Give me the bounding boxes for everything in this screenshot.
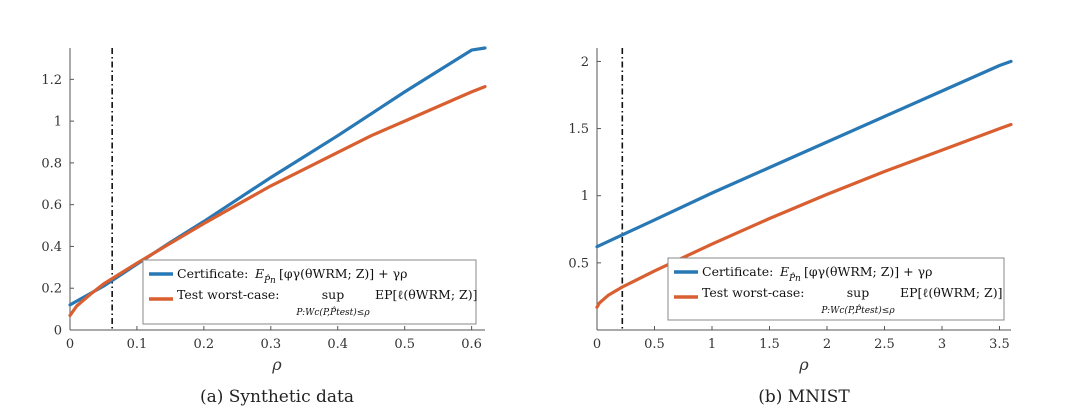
x-tick-label: 3 xyxy=(938,337,946,352)
legend-certificate-subscript: P̂n xyxy=(263,274,276,286)
legend: Certificate: E P̂n [φγ(θWRM; Z)] + γρ Test w… xyxy=(142,259,477,325)
legend-test-label: Test worst-case: xyxy=(702,285,805,300)
x-tick-label: 0.1 xyxy=(127,337,148,352)
legend-test-expression: EP[ℓ(θWRM; Z)] xyxy=(375,287,477,302)
legend-test-label: Test worst-case: xyxy=(177,287,280,302)
y-tick-label: 0.2 xyxy=(41,282,62,297)
panel-mnist: 0 0.5 1 1.5 2 2.5 3 3.5 0.5 1 1.5 2 Certificate: E P̂… xyxy=(568,48,1013,407)
x-tick-label: 0.5 xyxy=(644,337,665,352)
x-tick-label: 3.5 xyxy=(989,337,1010,352)
x-tick-label: 0.5 xyxy=(394,337,415,352)
x-tick-label: 2.5 xyxy=(874,337,895,352)
series-line-test-worst-case xyxy=(68,84,487,317)
x-tick-label: 2 xyxy=(823,337,831,352)
x-tick-label: 0 xyxy=(593,337,601,352)
legend-test-sup: sup xyxy=(322,287,344,302)
legend-certificate-label: Certificate: xyxy=(177,266,248,281)
legend-test-constraint: P:Wc(P,P̂test)≤ρ xyxy=(820,304,895,316)
x-axis-label: ρ xyxy=(271,355,282,374)
legend-certificate-expression: [φγ(θWRM; Z)] + γρ xyxy=(804,264,932,279)
caption: (a) Synthetic data xyxy=(200,387,354,407)
y-tick-label: 1 xyxy=(54,115,62,130)
y-tick-label: 1 xyxy=(581,189,589,204)
legend-test-expression: EP[ℓ(θWRM; Z)] xyxy=(900,285,1002,300)
y-tick-label: 0.4 xyxy=(41,240,62,255)
x-tick-label: 0.2 xyxy=(194,337,215,352)
y-tick-label: 0.6 xyxy=(41,198,62,213)
series-line-test-worst-case xyxy=(595,122,1013,309)
legend-certificate-label: Certificate: xyxy=(702,264,773,279)
x-tick-label: 0.4 xyxy=(327,337,348,352)
legend-test-constraint: P:Wc(P,P̂test)≤ρ xyxy=(295,306,370,318)
y-tick-label: 0.8 xyxy=(41,156,62,171)
x-axis-label: ρ xyxy=(798,355,809,374)
caption: (b) MNIST xyxy=(758,387,850,407)
x-tick-label: 1.5 xyxy=(759,337,780,352)
legend-certificate-subscript: P̂n xyxy=(788,272,801,284)
x-tick-label: 1 xyxy=(708,337,716,352)
panel-synthetic: 0 0.1 0.2 0.3 0.4 0.5 0.6 0 0.2 0.4 0.6 0.8 1 1.2 Cer… xyxy=(41,46,487,407)
legend-certificate-expression: [φγ(θWRM; Z)] + γρ xyxy=(279,266,407,281)
y-tick-label: 0.5 xyxy=(568,256,589,271)
legend-certificate-formula: E xyxy=(779,264,789,279)
legend-frame xyxy=(142,259,477,325)
y-tick-label: 0 xyxy=(54,324,62,339)
y-tick-label: 1.2 xyxy=(41,73,62,88)
y-tick-label: 2 xyxy=(581,55,589,70)
x-tick-label: 0 xyxy=(66,337,74,352)
legend-certificate-formula: E xyxy=(254,266,264,281)
legend: Certificate: E P̂n [φγ(θWRM; Z)] + γρ Test w… xyxy=(667,257,1005,321)
series-line-certificate xyxy=(595,59,1013,249)
x-tick-label: 0.3 xyxy=(260,337,281,352)
legend-test-sup: sup xyxy=(847,285,869,300)
x-tick-label: 0.6 xyxy=(461,337,482,352)
y-tick-label: 1.5 xyxy=(568,122,589,137)
legend-frame xyxy=(667,257,1005,321)
